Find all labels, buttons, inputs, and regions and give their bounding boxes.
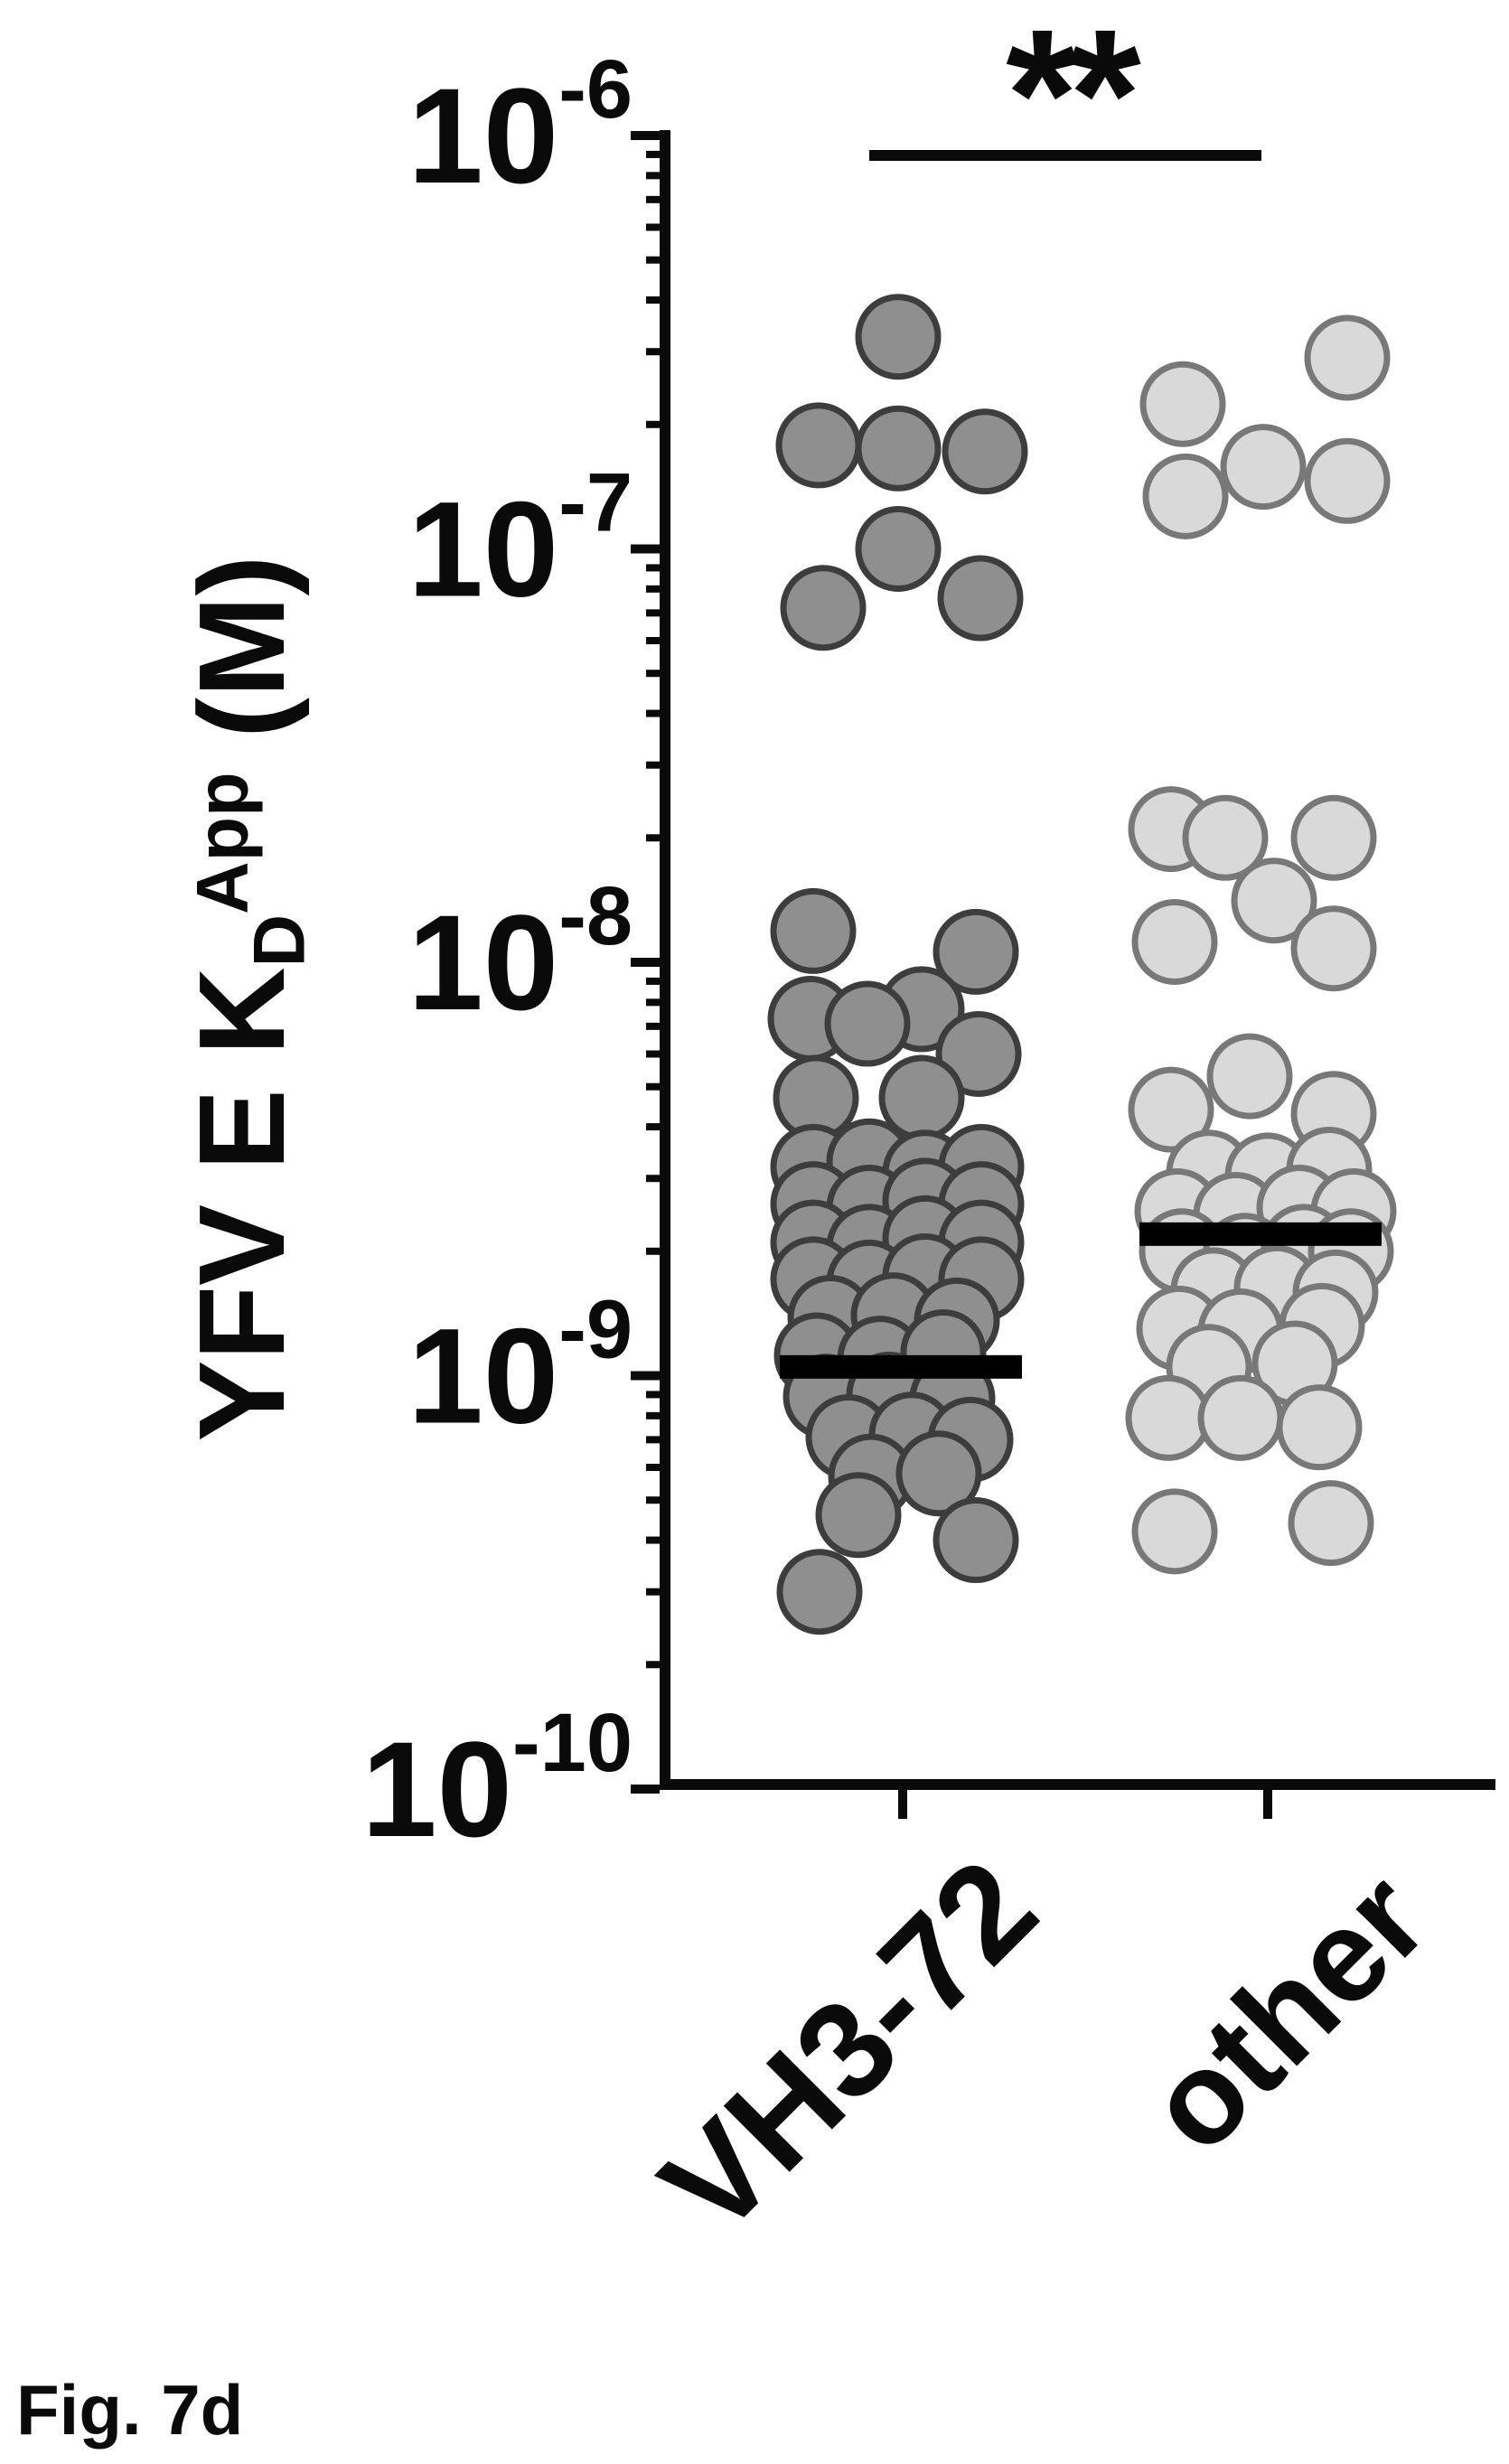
x-tick <box>898 1785 907 1819</box>
data-point <box>1290 905 1377 992</box>
data-point <box>937 555 1024 642</box>
y-tick-label: 10-7 <box>408 457 633 625</box>
data-point <box>935 1010 1022 1097</box>
data-point <box>1231 857 1317 944</box>
data-point <box>815 1472 902 1559</box>
y-axis-label: YFV E KDApp (M) <box>165 456 321 1541</box>
data-point <box>1304 314 1391 401</box>
data-point <box>824 980 911 1067</box>
y-minor-tick <box>646 1123 660 1131</box>
y-minor-tick <box>646 1082 660 1091</box>
y-minor-tick <box>646 761 660 769</box>
data-point <box>1276 1384 1363 1471</box>
data-point <box>1197 1374 1284 1461</box>
data-point <box>780 565 867 651</box>
y-minor-tick <box>646 1588 660 1596</box>
y-axis-label-suffix: (M) <box>173 555 310 773</box>
x-tick <box>1263 1785 1272 1819</box>
y-minor-tick <box>646 172 660 180</box>
y-minor-tick <box>646 256 660 264</box>
data-point <box>1182 794 1269 881</box>
y-minor-tick <box>646 670 660 678</box>
data-point <box>1131 898 1218 985</box>
y-major-tick <box>631 1785 660 1794</box>
y-axis-label-superscript: App <box>182 772 264 914</box>
y-axis-label-subscript: D <box>239 913 321 968</box>
x-axis-line <box>660 1779 1495 1790</box>
y-minor-tick <box>646 977 660 985</box>
data-point <box>1139 361 1226 447</box>
data-point <box>1128 1066 1214 1153</box>
data-point <box>855 405 942 492</box>
data-point <box>1142 453 1229 539</box>
y-minor-tick <box>646 1661 660 1669</box>
y-major-tick <box>631 544 660 554</box>
figure-label: Fig. 7d <box>16 2370 244 2450</box>
data-point <box>855 294 942 380</box>
data-point <box>942 408 1028 495</box>
y-minor-tick <box>646 348 660 356</box>
y-tick-label: 10-9 <box>408 1284 633 1452</box>
data-point <box>1290 794 1377 881</box>
y-minor-tick <box>646 1436 660 1444</box>
y-major-tick <box>631 1371 660 1381</box>
data-point <box>895 1430 982 1517</box>
y-minor-tick <box>646 1411 660 1419</box>
data-point <box>1125 1374 1212 1461</box>
significance-stars: ** <box>1006 0 1141 198</box>
y-minor-tick <box>646 585 660 593</box>
y-major-tick <box>631 958 660 967</box>
data-point <box>770 887 857 974</box>
y-minor-tick <box>646 564 660 572</box>
data-point <box>1288 1480 1374 1567</box>
y-minor-tick <box>646 296 660 304</box>
y-tick-label: 10-8 <box>408 870 633 1038</box>
y-minor-tick <box>646 1022 660 1030</box>
y-minor-tick <box>646 1536 660 1544</box>
y-minor-tick <box>646 150 660 158</box>
y-minor-tick <box>646 1050 660 1058</box>
y-minor-tick <box>646 1391 660 1399</box>
data-point <box>775 402 862 489</box>
y-minor-tick <box>646 709 660 717</box>
y-minor-tick <box>646 223 660 231</box>
data-point <box>1206 1033 1293 1120</box>
y-minor-tick <box>646 834 660 842</box>
data-point <box>933 1497 1019 1584</box>
significance-line <box>869 150 1261 161</box>
y-minor-tick <box>646 1175 660 1183</box>
y-tick-label: 10-6 <box>408 43 633 211</box>
y-minor-tick <box>646 998 660 1007</box>
y-minor-tick <box>646 609 660 617</box>
y-major-tick <box>631 131 660 140</box>
data-point <box>1220 424 1307 511</box>
data-point <box>1131 1488 1218 1575</box>
median-bar <box>780 1354 1022 1379</box>
y-axis-line <box>660 130 670 1790</box>
y-axis-label-prefix: YFV E K <box>173 967 310 1442</box>
y-minor-tick <box>646 1247 660 1255</box>
median-bar <box>1139 1222 1382 1246</box>
data-point <box>878 1054 965 1141</box>
y-minor-tick <box>646 636 660 644</box>
data-point <box>1304 437 1391 524</box>
y-minor-tick <box>646 195 660 203</box>
data-point <box>855 506 942 592</box>
y-minor-tick <box>646 1496 660 1504</box>
data-point <box>776 1549 863 1635</box>
y-tick-label: 10-10 <box>361 1697 633 1865</box>
data-point <box>933 908 1019 995</box>
y-minor-tick <box>646 420 660 428</box>
y-minor-tick <box>646 1463 660 1471</box>
